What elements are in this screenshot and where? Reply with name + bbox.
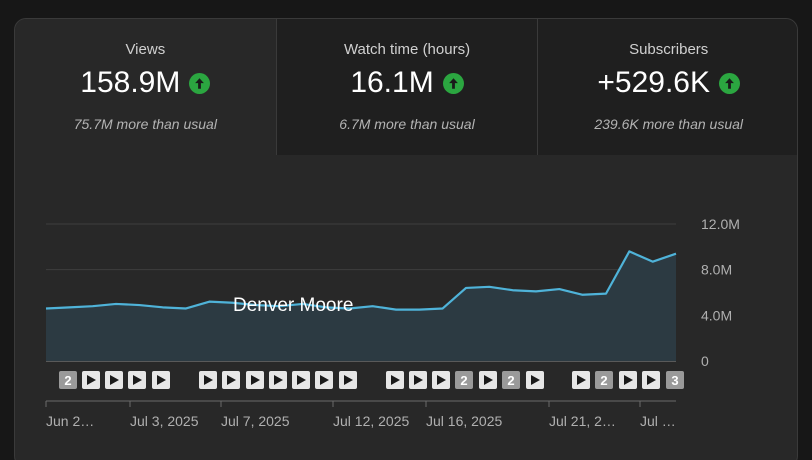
x-tick-label: Jul … (640, 413, 676, 429)
video-marker[interactable] (269, 371, 287, 389)
play-icon (414, 375, 423, 385)
series-line (45, 250, 677, 311)
video-marker[interactable] (479, 371, 497, 389)
x-tick-label: Jul 3, 2025 (130, 413, 199, 429)
metric-tab-subscribers[interactable]: Subscribers +529.6K 239.6K more than usu… (538, 19, 797, 155)
play-icon (251, 375, 260, 385)
badge-count: 2 (600, 373, 607, 388)
video-count-badge[interactable]: 2 (595, 371, 613, 389)
play-icon (437, 375, 446, 385)
x-tick-label: Jul 7, 2025 (221, 413, 290, 429)
play-icon (204, 375, 213, 385)
play-icon (133, 375, 142, 385)
arrow-up-icon (718, 72, 740, 94)
video-marker[interactable] (386, 371, 404, 389)
metric-label: Watch time (hours) (343, 41, 471, 58)
views-chart: 12.0M 8.0M 4.0M 0 Denver Moore 2 2 2 2 3 Jun 2… Jul… (45, 216, 740, 429)
video-marker[interactable] (152, 371, 170, 389)
play-icon (624, 375, 633, 385)
video-marker[interactable] (105, 371, 123, 389)
play-icon (320, 375, 329, 385)
metric-comparison: 75.7M more than usual (73, 116, 217, 132)
play-icon (391, 375, 400, 385)
play-icon (577, 375, 586, 385)
play-icon (157, 375, 166, 385)
video-marker[interactable] (619, 371, 637, 389)
chart-area: 12.0M 8.0M 4.0M 0 Denver Moore 2 2 2 2 3 Jun 2… Jul… (15, 155, 797, 460)
metric-label: Subscribers (629, 41, 709, 58)
y-tick-label: 12.0M (701, 216, 740, 232)
video-marker[interactable] (199, 371, 217, 389)
video-marker[interactable] (292, 371, 310, 389)
metric-value: 158.9M (80, 66, 181, 99)
series-label: Denver Moore (233, 295, 353, 316)
play-icon (484, 375, 493, 385)
video-marker[interactable] (432, 371, 450, 389)
y-tick-label: 8.0M (701, 262, 732, 278)
video-marker[interactable] (222, 371, 240, 389)
metric-value: +529.6K (597, 66, 710, 99)
metric-label: Views (125, 41, 166, 58)
video-marker[interactable] (409, 371, 427, 389)
video-marker[interactable] (339, 371, 357, 389)
play-icon (647, 375, 656, 385)
video-marker[interactable] (526, 371, 544, 389)
metric-comparison: 239.6K more than usual (594, 116, 743, 132)
analytics-card: Views 158.9M 75.7M more than usual Watch… (14, 18, 798, 460)
arrow-up-icon (189, 72, 211, 94)
video-marker[interactable] (82, 371, 100, 389)
x-tick-label: Jul 12, 2025 (333, 413, 409, 429)
x-tick-label: Jun 2… (46, 413, 94, 429)
series-area (46, 251, 676, 361)
play-icon (344, 375, 353, 385)
badge-count: 2 (460, 373, 467, 388)
badge-count: 2 (64, 373, 71, 388)
video-count-badge[interactable]: 2 (455, 371, 473, 389)
play-icon (297, 375, 306, 385)
metrics-row: Views 158.9M 75.7M more than usual Watch… (15, 19, 797, 155)
video-marker[interactable] (315, 371, 333, 389)
y-tick-label: 4.0M (701, 307, 732, 323)
video-marker[interactable] (572, 371, 590, 389)
arrow-up-icon (442, 72, 464, 94)
video-marker[interactable] (246, 371, 264, 389)
metric-tab-views[interactable]: Views 158.9M 75.7M more than usual (15, 19, 277, 155)
badge-count: 3 (671, 373, 678, 388)
metric-tab-watch-time[interactable]: Watch time (hours) 16.1M 6.7M more than … (276, 19, 539, 155)
play-icon (227, 375, 236, 385)
play-icon (110, 375, 119, 385)
video-marker[interactable] (128, 371, 146, 389)
badge-count: 2 (507, 373, 514, 388)
play-icon (531, 375, 540, 385)
video-count-badge[interactable]: 2 (59, 371, 77, 389)
metric-comparison: 6.7M more than usual (339, 116, 475, 132)
video-marker[interactable] (642, 371, 660, 389)
play-icon (274, 375, 283, 385)
metric-value: 16.1M (350, 66, 434, 99)
video-count-badge[interactable]: 3 (666, 371, 684, 389)
y-tick-label: 0 (701, 353, 709, 369)
video-count-badge[interactable]: 2 (502, 371, 520, 389)
x-tick-label: Jul 16, 2025 (426, 413, 502, 429)
x-tick-label: Jul 21, 2… (549, 413, 616, 429)
play-icon (87, 375, 96, 385)
